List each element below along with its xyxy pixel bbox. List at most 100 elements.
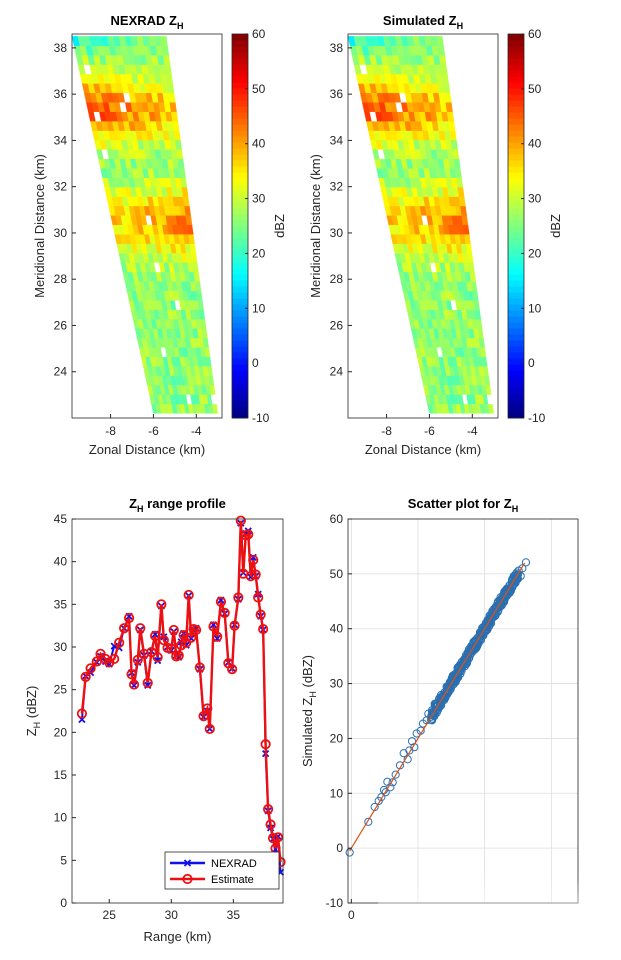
legend-marker [182, 873, 193, 885]
colorbar-band [508, 292, 524, 299]
legend-label: Estimate [211, 874, 254, 886]
colorbar-tick-label: 40 [528, 137, 542, 151]
colorbar-frame [507, 33, 525, 419]
y-axis-label: Simulated ZH (dBZ) [300, 655, 318, 767]
colorbar-band [232, 256, 248, 263]
colorbar-band [232, 190, 248, 197]
reflectivity-cell [180, 177, 188, 188]
reflectivity-cell [172, 120, 180, 131]
legend-label: NEXRAD [211, 858, 257, 870]
estimate-point [227, 664, 238, 675]
colorbar-band [232, 166, 248, 173]
colorbar-band [508, 142, 524, 149]
y-tick-label: 28 [330, 272, 344, 286]
x-tick-label: -6 [424, 424, 435, 438]
colorbar-band [232, 346, 248, 353]
colorbar-band [508, 196, 524, 203]
reflectivity-cell [169, 102, 177, 112]
estimate-point [183, 589, 194, 601]
estimate-point [243, 529, 254, 540]
reflectivity-cell [173, 130, 181, 141]
reflectivity-cell [462, 224, 470, 235]
colorbar-tick-label: 10 [252, 301, 266, 315]
reflectivity-cell [176, 149, 184, 160]
estimate-point [255, 609, 266, 620]
scatter-point [381, 788, 390, 797]
colorbar-band [508, 394, 524, 401]
colorbar-band [232, 310, 248, 317]
reflectivity-cell [436, 36, 444, 46]
colorbar-band [508, 40, 524, 47]
axes-box [71, 33, 223, 419]
colorbar-band [508, 178, 524, 185]
colorbar-band [232, 106, 248, 113]
axes-box [347, 33, 499, 419]
colorbar-tick-label: 50 [252, 82, 266, 96]
colorbar-tick-label: 0 [252, 356, 259, 370]
reflectivity-cell [160, 36, 168, 46]
colorbar-band [508, 82, 524, 89]
colorbar-band [232, 124, 248, 131]
colorbar-band [232, 268, 248, 275]
scatter-point [364, 817, 373, 826]
reflectivity-cell [445, 102, 453, 112]
colorbar-band [508, 88, 524, 95]
colorbar-band [232, 70, 248, 77]
colorbar-frame [231, 33, 249, 419]
colorbar-band [232, 130, 248, 137]
colorbar-label: dBZ [548, 214, 563, 238]
colorbar-band [232, 34, 248, 41]
estimate-point [245, 571, 256, 582]
estimate-point [109, 653, 120, 665]
reflectivity-cell [182, 196, 190, 207]
reflectivity-cell [186, 224, 194, 235]
y-tick-label: 10 [54, 811, 68, 825]
colorbar-tick-label: 30 [528, 192, 542, 206]
colorbar-tick-label: 50 [528, 82, 542, 96]
reflectivity-cell [166, 83, 175, 94]
colorbar-band [232, 376, 248, 383]
colorbar-band [508, 376, 524, 383]
colorbar-band [508, 52, 524, 59]
estimate-point [233, 592, 244, 603]
reflectivity-cell [449, 130, 457, 141]
y-tick-label: 60 [330, 512, 344, 526]
colorbar-band [232, 226, 248, 233]
zh-scatter-chart: 0 -10 0 10 20 30 40 50 60 Scatter plot for ZH Simu… [300, 496, 580, 937]
x-tick-label: -4 [467, 424, 478, 438]
colorbar-band [232, 316, 248, 323]
colorbar-band [232, 232, 248, 239]
estimate-point [146, 647, 157, 658]
reflectivity-cell [181, 186, 189, 197]
series-estimate [76, 515, 286, 868]
colorbar-band [508, 208, 524, 215]
colorbar-band [508, 316, 524, 323]
reflectivity-cell [174, 139, 182, 150]
y-tick-label: 24 [54, 365, 68, 379]
y-tick-label: 38 [54, 41, 68, 55]
reflectivity-cell [457, 186, 465, 197]
zh-range-profile-chart: 25 30 35 0 5 10 15 20 25 30 35 40 45 ZH range profile… [24, 496, 286, 944]
colorbar-band [232, 262, 248, 269]
legend-box [164, 851, 280, 890]
colorbar-band [232, 178, 248, 185]
colorbar-band [232, 322, 248, 329]
y-tick-label: 30 [330, 677, 344, 691]
axes-box [71, 518, 284, 904]
colorbar-band [232, 334, 248, 341]
reflectivity-cell [440, 64, 448, 75]
colorbar-band [232, 370, 248, 377]
reflectivity-cell [456, 177, 464, 188]
colorbar-band [508, 352, 524, 359]
colorbar-band [508, 148, 524, 155]
colorbar-band [232, 214, 248, 221]
legend-marker [183, 859, 192, 867]
fit-line [349, 562, 526, 852]
reflectivity-cell [178, 168, 186, 178]
estimate-point [229, 620, 240, 631]
colorbar-band [508, 268, 524, 275]
estimate-point [173, 650, 184, 661]
estimate-point [156, 599, 167, 610]
estimate-point [235, 515, 246, 526]
colorbar-band [508, 46, 524, 53]
